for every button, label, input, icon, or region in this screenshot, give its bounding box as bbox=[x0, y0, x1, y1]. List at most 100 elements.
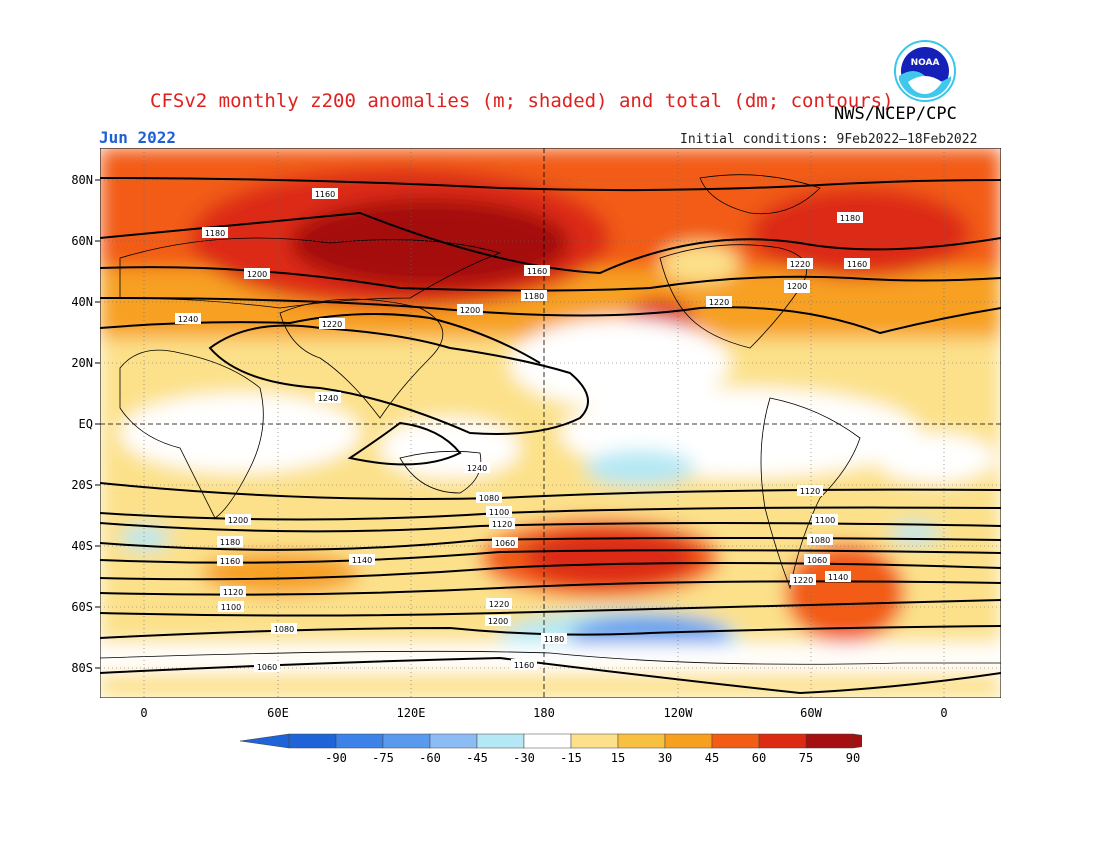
contour-label: 1220 bbox=[790, 574, 816, 585]
contour-label: 1120 bbox=[489, 518, 515, 529]
legend-label: 90 bbox=[846, 751, 860, 765]
svg-text:1160: 1160 bbox=[514, 661, 534, 670]
lon-tick-label: 180 bbox=[533, 706, 555, 720]
agency-label: NWS/NCEP/CPC bbox=[834, 104, 957, 124]
legend-label: 30 bbox=[658, 751, 672, 765]
contour-label: 1080 bbox=[807, 534, 833, 545]
legend-swatch bbox=[429, 733, 478, 749]
lat-tick-label: EQ bbox=[79, 417, 93, 431]
svg-text:1180: 1180 bbox=[205, 229, 225, 238]
svg-text:1180: 1180 bbox=[840, 214, 860, 223]
contour-label: 1240 bbox=[175, 313, 201, 324]
color-legend: -90 -75 -60 -45 -30 -15 15 30 45 60 75 90 bbox=[240, 733, 862, 765]
contour-label: 1160 bbox=[511, 659, 537, 670]
legend-label: 45 bbox=[705, 751, 719, 765]
legend-swatch bbox=[523, 733, 572, 749]
legend-label: -60 bbox=[419, 751, 441, 765]
noaa-logo: NOAA bbox=[894, 40, 956, 102]
legend-label: -15 bbox=[560, 751, 582, 765]
legend-label: 15 bbox=[611, 751, 625, 765]
legend-swatch bbox=[758, 733, 807, 749]
svg-text:1200: 1200 bbox=[228, 516, 248, 525]
contour-label: 1220 bbox=[787, 258, 813, 269]
contour-label: 1080 bbox=[476, 492, 502, 503]
lat-tick-label: 80S bbox=[71, 661, 93, 675]
map-title: CFSv2 monthly z200 anomalies (m; shaded)… bbox=[150, 90, 894, 112]
lat-tick-label: 80N bbox=[71, 173, 93, 187]
forecast-month: Jun 2022 bbox=[99, 128, 177, 147]
svg-text:1220: 1220 bbox=[489, 600, 509, 609]
legend-arrow-high bbox=[852, 733, 862, 749]
equator-dateline bbox=[100, 148, 1001, 698]
svg-text:1240: 1240 bbox=[467, 464, 487, 473]
svg-text:1220: 1220 bbox=[793, 576, 813, 585]
contour-label: 1080 bbox=[271, 623, 297, 634]
svg-text:1100: 1100 bbox=[489, 508, 509, 517]
contour-label: 1160 bbox=[312, 188, 338, 199]
svg-text:1200: 1200 bbox=[787, 282, 807, 291]
lat-tick-label: 60S bbox=[71, 600, 93, 614]
contour-label: 1200 bbox=[225, 514, 251, 525]
contour-label: 1180 bbox=[541, 633, 567, 644]
svg-text:1120: 1120 bbox=[223, 588, 243, 597]
contour-label: 1060 bbox=[254, 661, 280, 672]
contour-label: 1180 bbox=[217, 536, 243, 547]
lon-tick-label: 60W bbox=[800, 706, 822, 720]
svg-text:1180: 1180 bbox=[544, 635, 564, 644]
legend-swatch bbox=[335, 733, 384, 749]
legend-label: 60 bbox=[752, 751, 766, 765]
contour-label: 1140 bbox=[349, 554, 375, 565]
svg-text:NOAA: NOAA bbox=[911, 58, 940, 68]
svg-text:1060: 1060 bbox=[495, 539, 515, 548]
contour-label: 1220 bbox=[319, 318, 345, 329]
lon-tick-label: 120E bbox=[397, 706, 426, 720]
svg-text:1160: 1160 bbox=[847, 260, 867, 269]
svg-text:1160: 1160 bbox=[315, 190, 335, 199]
contour-label: 1240 bbox=[464, 462, 490, 473]
lat-tick-label: 40S bbox=[71, 539, 93, 553]
legend-swatch bbox=[617, 733, 666, 749]
contour-label: 1180 bbox=[202, 227, 228, 238]
svg-text:1180: 1180 bbox=[524, 292, 544, 301]
contour-label: 1160 bbox=[217, 555, 243, 566]
anomaly-map: 1160 1180 1200 1220 1240 1240 1240 1180 1200 1220… bbox=[100, 148, 1001, 698]
legend-label: -45 bbox=[466, 751, 488, 765]
lon-tick-label: 0 bbox=[940, 706, 947, 720]
contour-label: 1200 bbox=[457, 304, 483, 315]
contour-label: 1240 bbox=[315, 392, 341, 403]
coastlines bbox=[100, 174, 1001, 665]
svg-text:1200: 1200 bbox=[460, 306, 480, 315]
legend-swatch bbox=[711, 733, 760, 749]
contour-label: 1160 bbox=[844, 258, 870, 269]
contour-label: 1220 bbox=[706, 296, 732, 307]
contour-label: 1200 bbox=[784, 280, 810, 291]
svg-text:1240: 1240 bbox=[178, 315, 198, 324]
axis-labels: 80N 60N 40N 20N EQ 20S 40S 60S 80S 0 60E 120E 180 12… bbox=[71, 173, 947, 720]
lat-tick-label: 60N bbox=[71, 234, 93, 248]
svg-text:1220: 1220 bbox=[322, 320, 342, 329]
svg-text:1120: 1120 bbox=[492, 520, 512, 529]
legend-label: -30 bbox=[513, 751, 535, 765]
contour-label: 1100 bbox=[486, 506, 512, 517]
contour-label: 1200 bbox=[244, 268, 270, 279]
contour-label: 1180 bbox=[837, 212, 863, 223]
svg-text:1100: 1100 bbox=[221, 603, 241, 612]
svg-text:1100: 1100 bbox=[815, 516, 835, 525]
svg-text:1180: 1180 bbox=[220, 538, 240, 547]
svg-text:1160: 1160 bbox=[220, 557, 240, 566]
legend-label: 75 bbox=[799, 751, 813, 765]
svg-text:1200: 1200 bbox=[488, 617, 508, 626]
svg-text:1200: 1200 bbox=[247, 270, 267, 279]
lon-tick-label: 60E bbox=[267, 706, 289, 720]
svg-text:1080: 1080 bbox=[479, 494, 499, 503]
legend-swatch bbox=[570, 733, 619, 749]
legend-swatch bbox=[805, 733, 854, 749]
svg-text:1080: 1080 bbox=[274, 625, 294, 634]
contour-label: 1180 bbox=[521, 290, 547, 301]
legend-swatch bbox=[382, 733, 431, 749]
legend-label: -75 bbox=[372, 751, 394, 765]
svg-text:1060: 1060 bbox=[807, 556, 827, 565]
lat-tick-label: 20S bbox=[71, 478, 93, 492]
svg-text:1140: 1140 bbox=[352, 556, 372, 565]
contour-label: 1140 bbox=[825, 571, 851, 582]
